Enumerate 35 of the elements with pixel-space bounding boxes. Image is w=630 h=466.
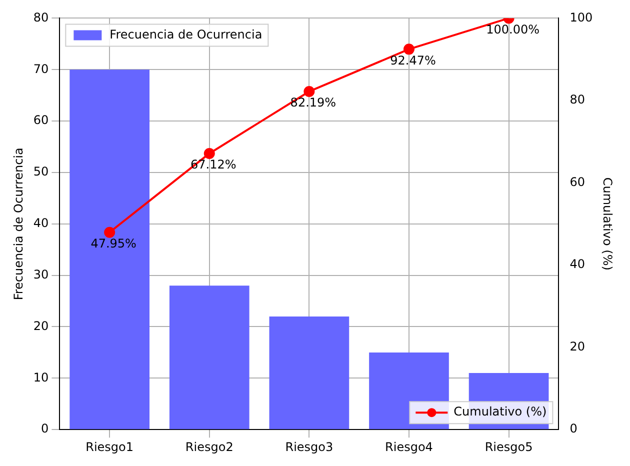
point [204, 148, 215, 159]
x-tick-label: Riesgo4 [385, 440, 433, 454]
data-label: 92.47% [390, 53, 436, 68]
y-tick-label: 20 [33, 318, 49, 333]
y2-tick-label: 20 [570, 339, 585, 354]
x-tick-label: Riesgo1 [86, 440, 134, 454]
legend-label: Cumulativo (%) [454, 404, 547, 419]
y-tick-label: 10 [33, 370, 49, 384]
legend-label: Frecuencia de Ocurrencia [110, 27, 262, 42]
y2-tick-label: 100 [570, 10, 593, 24]
bar [70, 70, 150, 430]
point [304, 86, 315, 97]
point [104, 226, 116, 238]
y-tick-label: 0 [41, 422, 49, 436]
x-tick-label: Riesgo3 [285, 440, 334, 454]
x-tick-label: Riesgo5 [484, 440, 533, 454]
y2-tick-label: 80 [570, 92, 585, 107]
y-tick-label: 50 [33, 164, 49, 179]
y2-tick-label: 40 [570, 257, 585, 272]
data-label: 47.95% [90, 236, 136, 250]
data-label: 82.19% [290, 96, 336, 110]
y-axis-title: Frecuencia de Ocurrencia [11, 148, 26, 300]
bar [169, 286, 250, 430]
point [403, 44, 414, 55]
bar [269, 316, 350, 430]
y-tick-label: 80 [33, 10, 49, 24]
data-label: 100.00% [486, 22, 540, 36]
x-tick-label: Riesgo2 [185, 440, 234, 454]
y2-axis-title: Cumulativo (%) [600, 177, 615, 270]
y-tick-label: 40 [33, 216, 49, 230]
y2-tick-label: 60 [570, 174, 585, 189]
y2-tick-label: 0 [570, 422, 578, 436]
y-tick-label: 30 [33, 267, 49, 282]
y-tick-label: 70 [33, 62, 49, 76]
y-tick-label: 60 [33, 113, 49, 128]
